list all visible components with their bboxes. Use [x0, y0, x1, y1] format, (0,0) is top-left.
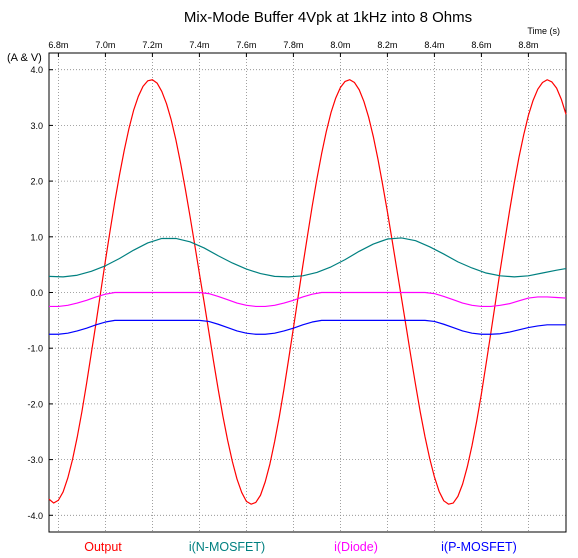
- y-tick-label: 4.0: [30, 65, 43, 75]
- x-tick-label: 8.8m: [518, 40, 538, 50]
- legend: Output i(N-MOSFET) i(Diode) i(P-MOSFET): [84, 540, 517, 554]
- chart-title: Mix-Mode Buffer 4Vpk at 1kHz into 8 Ohms: [184, 9, 472, 26]
- y-tick-label: 0.0: [30, 288, 43, 298]
- x-axis-label: Time (s): [527, 26, 560, 36]
- series-line-3: [49, 319, 566, 335]
- legend-entry: i(P-MOSFET): [441, 540, 517, 554]
- legend-entry: Output: [84, 540, 122, 554]
- x-tick-labels: 6.8m 7.0m 7.2m 7.4m 7.6m 7.8m 8.0m 8.2m 8.4m 8.6m…: [48, 40, 538, 50]
- y-tick-labels: 4.0 3.0 2.0 1.0 0.0 -1.0 -2.0 -3.0 -4.0: [27, 65, 43, 521]
- y-axis-label: (A & V): [7, 52, 42, 64]
- x-tick-label: 7.0m: [95, 40, 115, 50]
- plot-area: [48, 52, 567, 533]
- grid: [49, 53, 566, 532]
- y-tick-label: 3.0: [30, 121, 43, 131]
- y-tick-label: -4.0: [27, 511, 43, 521]
- x-tick-label: 6.8m: [48, 40, 68, 50]
- x-tick-label: 7.6m: [236, 40, 256, 50]
- x-tick-label: 7.4m: [189, 40, 209, 50]
- legend-entry: i(Diode): [334, 540, 378, 554]
- legend-entry: i(N-MOSFET): [189, 540, 265, 554]
- x-tick-label: 7.2m: [142, 40, 162, 50]
- x-tick-label: 7.8m: [283, 40, 303, 50]
- y-tick-label: -3.0: [27, 455, 43, 465]
- y-tick-label: -2.0: [27, 399, 43, 409]
- series-lines: [48, 79, 567, 505]
- series-line-2: [49, 291, 567, 308]
- x-tick-label: 8.6m: [471, 40, 491, 50]
- y-tick-label: 1.0: [30, 232, 43, 242]
- x-tick-label: 8.2m: [377, 40, 397, 50]
- y-tick-label: 2.0: [30, 177, 43, 187]
- series-line-0: [48, 79, 567, 505]
- x-tick-label: 8.4m: [424, 40, 444, 50]
- y-tick-label: -1.0: [27, 344, 43, 354]
- series-line-1: [48, 237, 567, 278]
- x-tick-label: 8.0m: [330, 40, 350, 50]
